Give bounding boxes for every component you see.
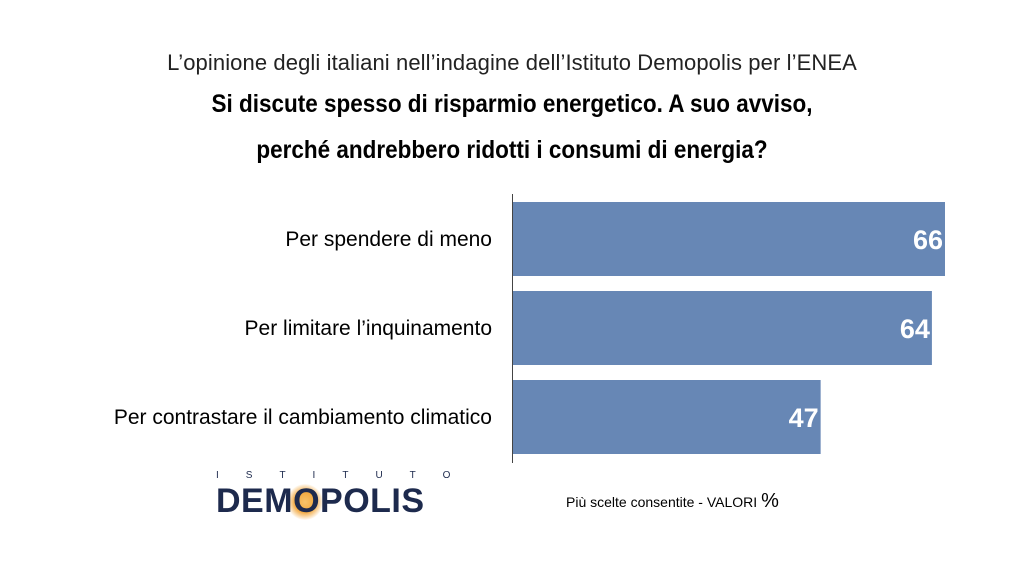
chart-title-line-1: Si discute spesso di risparmio energetic… — [211, 90, 813, 118]
bar-0 — [513, 202, 945, 276]
bar-value-label-1: 64 — [900, 314, 930, 344]
footnote-unit: % — [761, 490, 779, 512]
bar-value-label-0: 66 — [913, 225, 943, 255]
logo-sun-o: O — [287, 482, 324, 520]
bar-value-label-2: 47 — [789, 403, 819, 433]
bars-group: 66 Per spendere di meno 64 Per limitare l’i… — [114, 202, 945, 454]
bar-1 — [513, 291, 932, 365]
category-label-1: Per limitare l’inquinamento — [245, 317, 492, 340]
logo-part-b: POLIS — [320, 482, 425, 520]
category-label-0: Per spendere di meno — [285, 228, 492, 251]
logo-part-a: DEM — [216, 482, 294, 520]
footnote-text: Più scelte consentite - VALORI — [566, 494, 762, 510]
chart-title-line-2: perché andrebbero ridotti i consumi di e… — [256, 136, 768, 164]
footnote: Più scelte consentite - VALORI % — [566, 490, 779, 513]
chart-subtitle: L’opinione degli italiani nell’indagine … — [167, 50, 857, 75]
category-label-2: Per contrastare il cambiamento climatico — [114, 406, 492, 429]
demopolis-logo: DEMOPOLIS — [216, 482, 425, 521]
logo-istituto-text: ISTITUTO — [216, 470, 478, 481]
bar-2 — [513, 380, 821, 454]
